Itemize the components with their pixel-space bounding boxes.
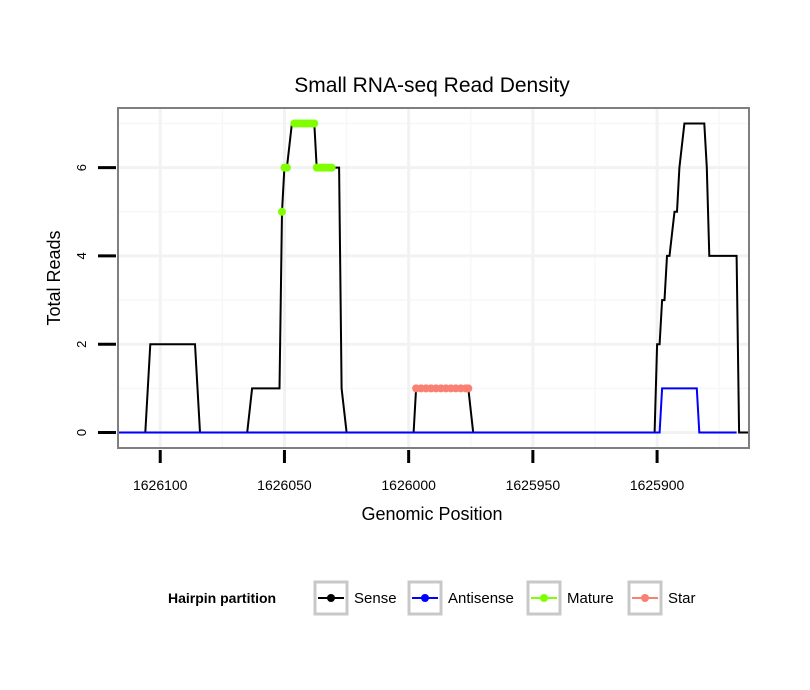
legend: Hairpin partition Sense Antisense Mature St… [168, 580, 696, 616]
y-tick-label: 2 [74, 341, 89, 348]
legend-point-mature [540, 594, 548, 602]
series-line-antisense [118, 387, 737, 434]
legend-point-sense [327, 594, 335, 602]
x-tick-label: 1626100 [133, 477, 188, 493]
axes: 1626100 1626050 1626000 1625950 1625900 0 2 4 6 [74, 164, 685, 493]
legend-point-star [641, 594, 649, 602]
series-point-mature [327, 163, 336, 172]
legend-label-sense: Sense [354, 590, 397, 607]
x-tick-label: 1626000 [381, 477, 436, 493]
legend-point-antisense [421, 594, 429, 602]
y-tick-label: 4 [74, 252, 89, 259]
legend-label-antisense: Antisense [448, 590, 514, 607]
x-tick-label: 1625900 [630, 477, 685, 493]
y-tick-label: 6 [74, 164, 89, 171]
legend-label-mature: Mature [567, 590, 614, 607]
series-point-mature [282, 163, 291, 172]
x-axis-label: Genomic Position [361, 504, 502, 524]
series-line-sense [118, 122, 749, 434]
y-tick-label: 0 [74, 429, 89, 436]
series-point-mature [277, 207, 286, 216]
x-tick-label: 1625950 [506, 477, 561, 493]
legend-label-star: Star [668, 590, 696, 607]
x-tick-label: 1626050 [257, 477, 312, 493]
series-point-mature [310, 119, 319, 128]
plot-border [117, 107, 750, 449]
plot-background [118, 108, 749, 448]
y-axis-label: Total Reads [44, 230, 64, 325]
series-layer [118, 119, 749, 434]
chart-title: Small RNA-seq Read Density [294, 74, 570, 97]
series-point-star [464, 384, 473, 393]
legend-title: Hairpin partition [168, 590, 276, 606]
